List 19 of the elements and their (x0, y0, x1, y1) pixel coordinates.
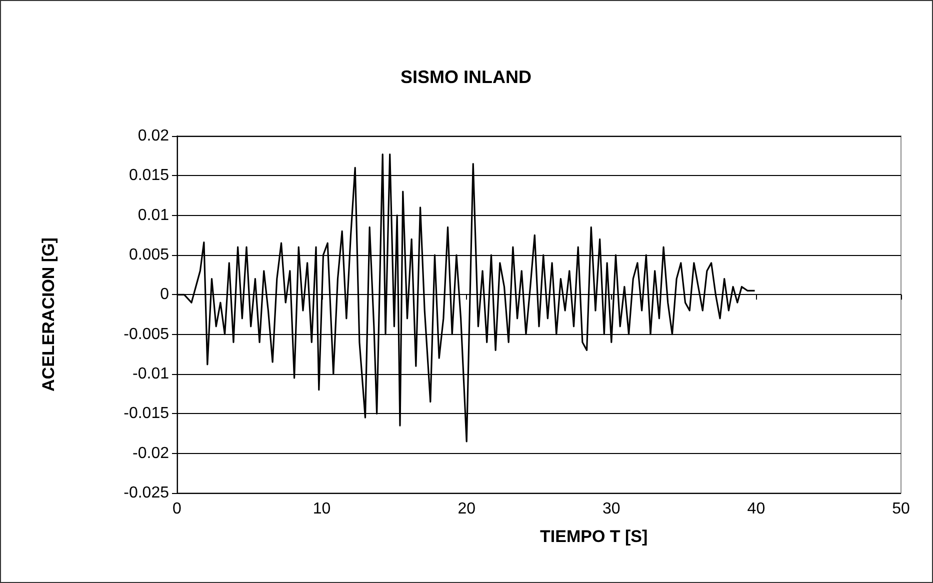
x-tick-label: 50 (892, 500, 910, 518)
x-tick-label: 20 (458, 500, 476, 518)
y-tick-label: 0.005 (128, 246, 170, 264)
y-tick-label: -0.025 (124, 484, 170, 502)
x-tick-label: 40 (747, 500, 766, 518)
y-tick-label: 0 (160, 286, 170, 304)
y-tick-label: 0.02 (138, 128, 170, 144)
y-tick-label: -0.02 (132, 444, 170, 462)
y-tick-label: -0.015 (124, 405, 170, 422)
y-tick-label: 0.015 (128, 167, 170, 184)
x-tick-label: 0 (172, 500, 182, 518)
x-tick-label: 10 (312, 500, 331, 518)
x-axis-title: TIEMPO T [S] (540, 527, 648, 546)
x-tick-label: 30 (602, 500, 620, 518)
y-tick-label: -0.005 (124, 326, 170, 343)
y-tick-label: -0.01 (132, 366, 170, 382)
y-axis-title: ACELERACION [G] (39, 238, 58, 392)
y-tick-label: 0.01 (138, 206, 170, 224)
chart-title: SISMO INLAND (400, 67, 532, 87)
